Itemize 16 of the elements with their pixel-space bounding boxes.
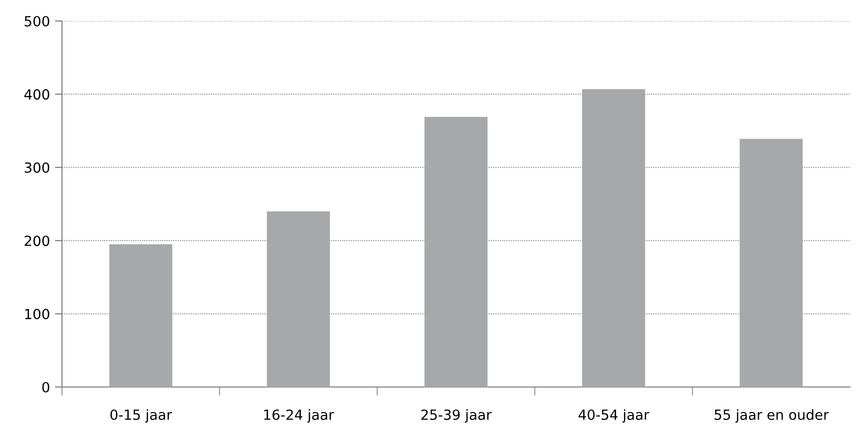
bar bbox=[424, 116, 488, 387]
x-tick-label: 40-54 jaar bbox=[578, 409, 650, 423]
y-tick-label: 0 bbox=[42, 382, 50, 392]
y-tick-label: 300 bbox=[24, 162, 50, 173]
y-tick-label: 400 bbox=[24, 89, 50, 100]
bar bbox=[109, 244, 172, 387]
bar bbox=[740, 138, 803, 387]
x-tick-label: 16-24 jaar bbox=[264, 409, 334, 423]
y-tick-label: 200 bbox=[24, 236, 50, 246]
bar bbox=[582, 89, 646, 387]
x-tick-label: 55 jaar en ouder bbox=[714, 409, 829, 423]
y-tick-label: 100 bbox=[25, 308, 50, 320]
x-tick-label: 25-39 jaar bbox=[421, 409, 492, 423]
bar bbox=[266, 211, 330, 387]
y-tick-label: 500 bbox=[24, 16, 50, 26]
x-tick-label: 0-15 jaar bbox=[110, 409, 172, 423]
